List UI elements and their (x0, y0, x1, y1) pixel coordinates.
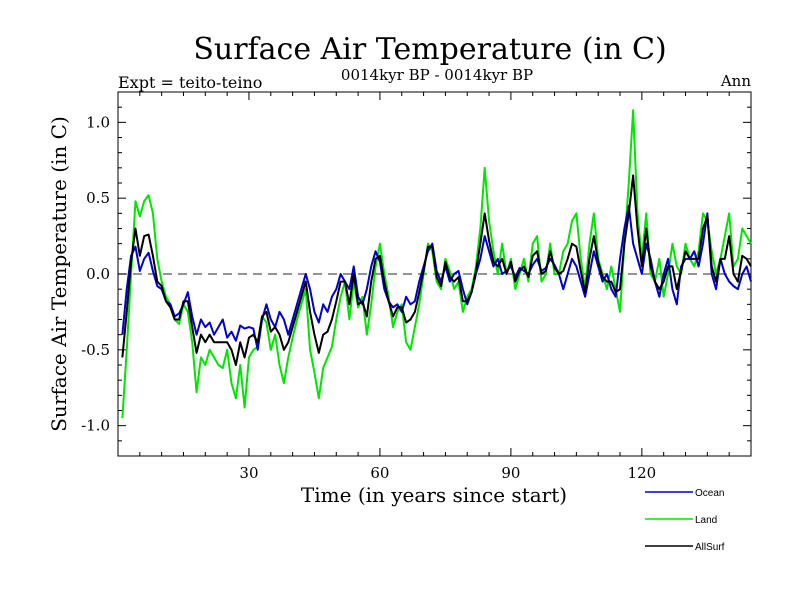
series-line-allsurf (121, 174, 752, 366)
y-axis-ticks: -1.0 -0.5 0.0 0.5 1.0 (81, 106, 751, 442)
legend-label-allsurf: AllSurf (695, 542, 725, 553)
y-tick-label: 0.5 (86, 189, 110, 207)
legend-label-land: Land (695, 515, 717, 526)
y-axis-label: Surface Air Temperature (in C) (47, 116, 71, 432)
y-tick-label: 0.0 (86, 265, 110, 283)
legend: Ocean Land AllSurf (645, 488, 725, 553)
experiment-label: Expt = teito-teino (118, 73, 262, 92)
chart-title: Surface Air Temperature (in C) (193, 32, 666, 67)
x-tick-label: 60 (370, 464, 389, 482)
series-group (121, 109, 752, 419)
x-tick-label: 30 (239, 464, 258, 482)
y-tick-label: -0.5 (81, 341, 110, 359)
x-axis-ticks: 30 60 90 120 (139, 92, 730, 482)
x-tick-label: 120 (628, 464, 657, 482)
y-tick-label: -1.0 (81, 417, 110, 435)
x-tick-label: 90 (501, 464, 520, 482)
chart-subtitle: 0014kyr BP - 0014kyr BP (341, 66, 533, 84)
legend-label-ocean: Ocean (695, 488, 724, 499)
series-line-land (121, 109, 752, 419)
y-tick-label: 1.0 (86, 113, 110, 131)
x-axis-label: Time (in years since start) (301, 483, 567, 507)
season-label: Ann (720, 72, 751, 90)
